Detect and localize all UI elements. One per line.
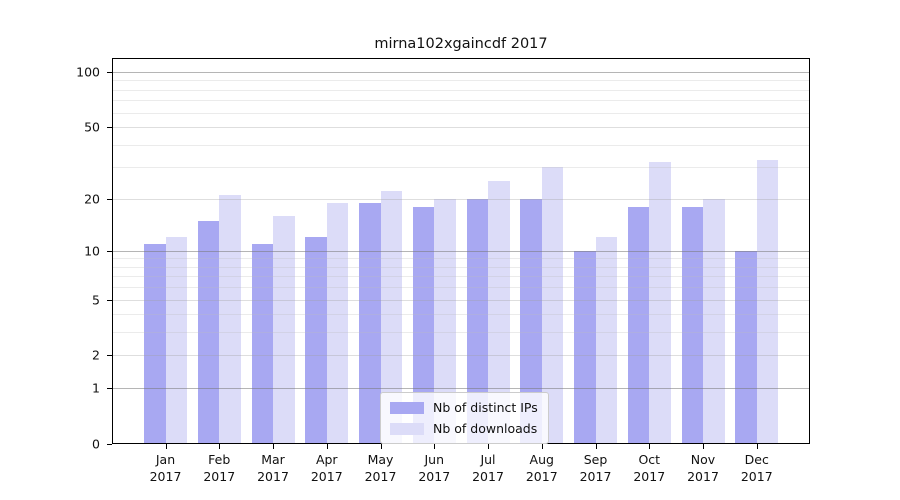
y-tick-0 bbox=[107, 444, 112, 445]
bar-jan-distinct-ips bbox=[144, 243, 166, 443]
bar-jan-downloads bbox=[165, 237, 187, 443]
bar-jun-distinct-ips bbox=[412, 206, 435, 443]
gridline-2 bbox=[112, 355, 810, 357]
bar-dec-distinct-ips bbox=[735, 250, 757, 443]
bar-nov-distinct-ips bbox=[681, 206, 703, 443]
y-tick-1 bbox=[107, 388, 112, 390]
bar-feb-downloads bbox=[219, 194, 241, 443]
legend-label-downloads: Nb of downloads bbox=[433, 421, 538, 436]
bar-jul-downloads bbox=[488, 181, 510, 443]
bar-apr-downloads bbox=[326, 202, 349, 443]
gridline-60 bbox=[112, 112, 810, 114]
y-tick-label-50: 50 bbox=[84, 119, 100, 135]
bar-mar-downloads bbox=[273, 215, 295, 443]
legend-item-downloads: Nb of downloads bbox=[390, 421, 538, 436]
legend-item-distinct-ips: Nb of distinct IPs bbox=[390, 400, 538, 415]
gridline-40 bbox=[112, 144, 810, 146]
x-tick-nov bbox=[703, 444, 704, 449]
x-tick-label-jul: Jul 2017 bbox=[472, 452, 504, 484]
y-tick-100 bbox=[107, 71, 112, 73]
bar-sep-distinct-ips bbox=[574, 250, 596, 443]
x-tick-mar bbox=[273, 444, 274, 449]
bar-may-distinct-ips bbox=[359, 202, 381, 443]
gridline-90 bbox=[112, 80, 810, 82]
x-tick-label-feb: Feb 2017 bbox=[203, 452, 236, 484]
y-tick-label-2: 2 bbox=[92, 347, 100, 363]
x-tick-feb bbox=[219, 444, 221, 449]
y-tick-label-10: 10 bbox=[84, 243, 100, 259]
y-tick-label-100: 100 bbox=[76, 64, 100, 80]
x-tick-sep bbox=[595, 444, 597, 449]
y-tick-50 bbox=[107, 127, 112, 129]
gridline-10 bbox=[112, 250, 810, 252]
gridline-80 bbox=[112, 89, 810, 91]
bar-aug-distinct-ips bbox=[520, 198, 542, 443]
gridline-7 bbox=[112, 276, 810, 278]
bar-oct-downloads bbox=[649, 162, 671, 443]
bar-oct-distinct-ips bbox=[627, 206, 650, 443]
y-tick-label-0: 0 bbox=[92, 436, 100, 452]
gridline-3 bbox=[112, 332, 810, 334]
chart-title: mirna102xgaincdf 2017 bbox=[374, 36, 548, 52]
x-tick-label-nov: Nov 2017 bbox=[687, 452, 719, 484]
x-tick-label-mar: Mar 2017 bbox=[257, 452, 289, 484]
gridline-4 bbox=[112, 314, 810, 316]
gridline-100 bbox=[112, 71, 810, 73]
gridline-20 bbox=[112, 198, 810, 200]
bar-dec-downloads bbox=[756, 159, 779, 443]
y-tick-20 bbox=[107, 198, 112, 200]
x-tick-label-oct: Oct 2017 bbox=[633, 452, 666, 484]
gridline-70 bbox=[112, 100, 810, 102]
bar-nov-downloads bbox=[703, 198, 725, 443]
x-tick-jun bbox=[434, 444, 436, 449]
x-tick-label-may: May 2017 bbox=[364, 452, 397, 484]
x-tick-aug bbox=[541, 444, 543, 449]
x-tick-label-jan: Jan 2017 bbox=[149, 452, 182, 484]
x-tick-apr bbox=[326, 444, 328, 449]
gridline-1 bbox=[112, 388, 810, 390]
y-tick-label-1: 1 bbox=[92, 380, 100, 396]
legend-swatch-downloads bbox=[390, 422, 424, 435]
bar-sep-downloads bbox=[595, 237, 617, 443]
x-tick-oct bbox=[649, 444, 651, 449]
bar-mar-distinct-ips bbox=[251, 243, 273, 443]
x-tick-label-jun: Jun 2017 bbox=[418, 452, 451, 484]
bar-feb-distinct-ips bbox=[197, 220, 220, 443]
x-tick-jul bbox=[488, 444, 489, 449]
bar-apr-distinct-ips bbox=[305, 237, 327, 443]
bar-jul-distinct-ips bbox=[466, 198, 488, 443]
bar-jun-downloads bbox=[434, 198, 456, 443]
y-tick-label-20: 20 bbox=[84, 191, 100, 207]
y-tick-10 bbox=[107, 250, 112, 252]
legend-swatch-distinct-ips bbox=[390, 401, 424, 414]
x-tick-may bbox=[380, 444, 382, 449]
bar-may-downloads bbox=[380, 191, 402, 443]
y-tick-2 bbox=[107, 355, 112, 357]
x-tick-label-aug: Aug 2017 bbox=[525, 452, 558, 484]
y-tick-5 bbox=[107, 299, 112, 301]
gridline-6 bbox=[112, 287, 810, 289]
x-tick-jan bbox=[165, 444, 167, 449]
gridline-30 bbox=[112, 167, 810, 169]
x-tick-label-dec: Dec 2017 bbox=[740, 452, 773, 484]
gridline-8 bbox=[112, 266, 810, 268]
x-tick-dec bbox=[756, 444, 758, 449]
bar-aug-downloads bbox=[541, 167, 564, 443]
x-tick-label-sep: Sep 2017 bbox=[579, 452, 612, 484]
gridline-50 bbox=[112, 127, 810, 129]
gridline-9 bbox=[112, 258, 810, 260]
y-tick-label-5: 5 bbox=[92, 292, 100, 308]
x-tick-label-apr: Apr 2017 bbox=[310, 452, 343, 484]
legend: Nb of distinct IPs Nb of downloads bbox=[380, 392, 549, 444]
legend-label-distinct-ips: Nb of distinct IPs bbox=[433, 400, 538, 415]
gridline-5 bbox=[112, 299, 810, 301]
